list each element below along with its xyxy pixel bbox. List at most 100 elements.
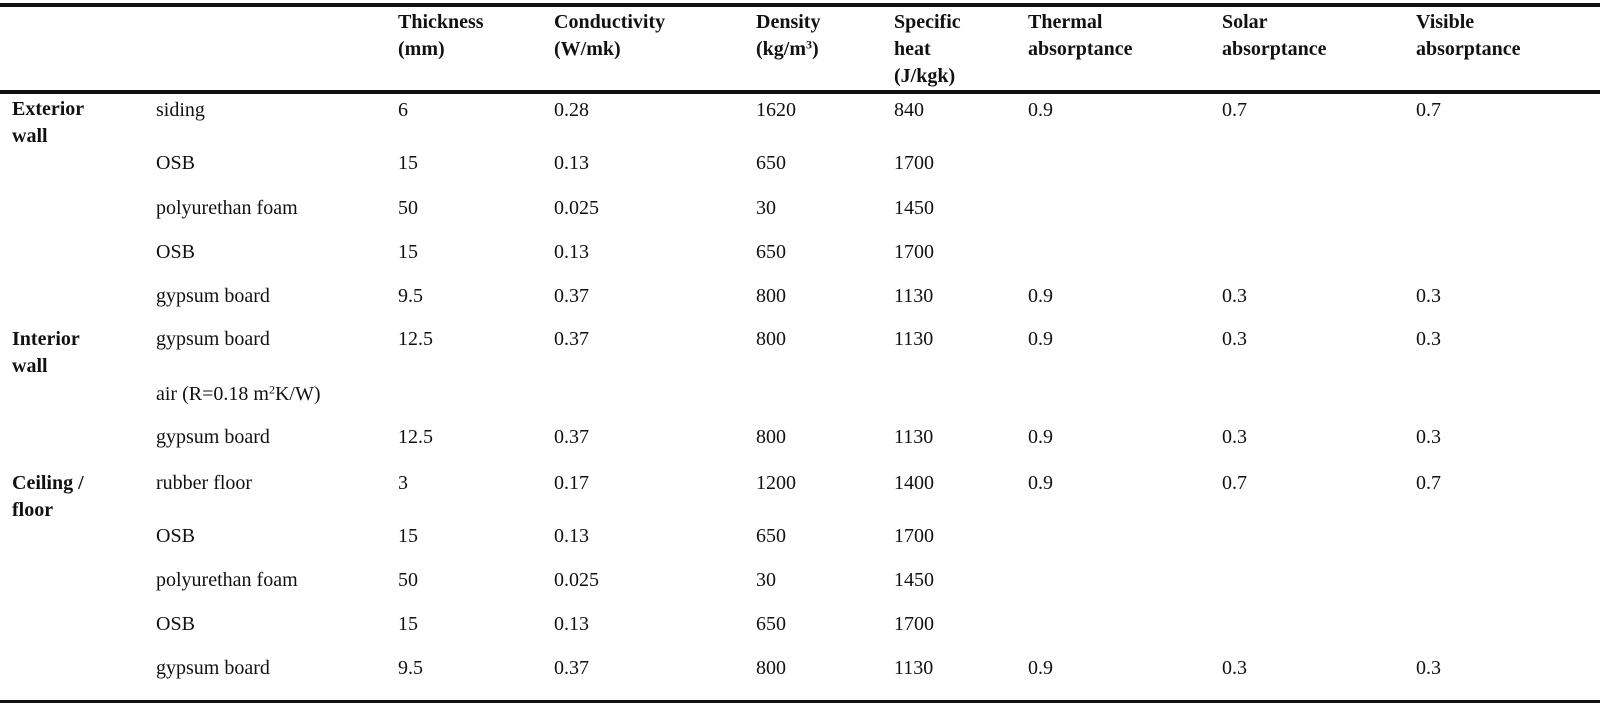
cell-density: 650: [756, 525, 786, 547]
cell-thickness: 3: [398, 472, 408, 494]
cell-conductivity: 0.37: [554, 285, 589, 307]
cell-layer: gypsum board: [156, 657, 270, 679]
cell-conductivity: 0.13: [554, 613, 589, 635]
table-row: rubber floor 3 0.17 1200 1400 0.9 0.7 0.…: [0, 468, 1600, 498]
cell-specific-heat: 1450: [894, 197, 934, 219]
cell-density: 800: [756, 285, 786, 307]
cell-visible-absorptance: 0.3: [1416, 426, 1441, 448]
cell-thickness: 9.5: [398, 657, 423, 679]
header-density: Density (kg/m3): [756, 11, 821, 60]
cell-layer: rubber floor: [156, 472, 253, 494]
cell-density: 1620: [756, 99, 796, 121]
table-row: OSB 15 0.13 650 1700: [0, 148, 1600, 178]
cell-thickness: 15: [398, 241, 418, 263]
cell-density: 1200: [756, 472, 796, 494]
cell-thickness: 50: [398, 569, 418, 591]
cell-solar-absorptance: 0.3: [1222, 426, 1247, 448]
header-rule: [0, 90, 1600, 94]
table-top-rule: [0, 3, 1600, 7]
header-conductivity: Conductivity (W/mk): [554, 11, 666, 60]
cell-layer: OSB: [156, 613, 195, 635]
cell-specific-heat: 1450: [894, 569, 934, 591]
cell-layer: siding: [156, 99, 205, 121]
cell-layer: air (R=0.18 m2K/W): [156, 382, 321, 405]
cell-visible-absorptance: 0.3: [1416, 328, 1441, 350]
cell-specific-heat: 1130: [894, 328, 934, 350]
table-row: OSB 15 0.13 650 1700: [0, 237, 1600, 267]
header-specific-heat: Specific heat (J/kgk): [894, 11, 961, 87]
cell-thickness: 15: [398, 613, 418, 635]
cell-thermal-absorptance: 0.9: [1028, 285, 1053, 307]
cell-conductivity: 0.13: [554, 525, 589, 547]
cell-thickness: 9.5: [398, 285, 423, 307]
group-label-exterior-wall: Exterior wall: [12, 98, 85, 147]
table-row: OSB 15 0.13 650 1700: [0, 521, 1600, 551]
cell-density: 30: [756, 569, 776, 591]
cell-conductivity: 0.37: [554, 426, 589, 448]
cell-thermal-absorptance: 0.9: [1028, 328, 1053, 350]
cell-layer: OSB: [156, 241, 195, 263]
cell-specific-heat: 1700: [894, 241, 934, 263]
table-row: siding 6 0.28 1620 840 0.9 0.7 0.7: [0, 95, 1600, 125]
table-row: polyurethan foam 50 0.025 30 1450: [0, 565, 1600, 595]
header-thickness: Thickness (mm): [398, 11, 484, 60]
cell-thickness: 15: [398, 152, 418, 174]
cell-density: 650: [756, 613, 786, 635]
cell-layer: OSB: [156, 152, 195, 174]
cell-thermal-absorptance: 0.9: [1028, 657, 1053, 679]
cell-conductivity: 0.17: [554, 472, 589, 494]
cell-solar-absorptance: 0.3: [1222, 328, 1247, 350]
cell-specific-heat: 1700: [894, 613, 934, 635]
cell-density: 30: [756, 197, 776, 219]
cell-layer: polyurethan foam: [156, 569, 298, 591]
group-label-interior-wall: Interior wall: [12, 328, 80, 377]
cell-solar-absorptance: 0.7: [1222, 99, 1247, 121]
cell-layer: OSB: [156, 525, 195, 547]
cell-density: 650: [756, 241, 786, 263]
cell-specific-heat: 1130: [894, 426, 934, 448]
table-row: OSB 15 0.13 650 1700: [0, 609, 1600, 639]
cell-layer: gypsum board: [156, 285, 270, 307]
cell-conductivity: 0.28: [554, 99, 589, 121]
cell-layer: gypsum board: [156, 426, 270, 448]
cell-thermal-absorptance: 0.9: [1028, 99, 1053, 121]
cell-density: 800: [756, 426, 786, 448]
header-thermal-absorptance: Thermal absorptance: [1028, 11, 1133, 60]
cell-thickness: 12.5: [398, 328, 433, 350]
cell-layer: polyurethan foam: [156, 197, 298, 219]
cell-specific-heat: 1130: [894, 657, 934, 679]
cell-thermal-absorptance: 0.9: [1028, 472, 1053, 494]
table-row: gypsum board 12.5 0.37 800 1130 0.9 0.3 …: [0, 422, 1600, 452]
cell-density: 650: [756, 152, 786, 174]
header-solar-absorptance: Solar absorptance: [1222, 11, 1327, 60]
cell-visible-absorptance: 0.3: [1416, 285, 1441, 307]
cell-thickness: 12.5: [398, 426, 433, 448]
cell-thickness: 6: [398, 99, 408, 121]
table-row: gypsum board 12.5 0.37 800 1130 0.9 0.3 …: [0, 324, 1600, 354]
group-label-ceiling-floor: Ceiling / floor: [12, 472, 84, 521]
cell-solar-absorptance: 0.3: [1222, 657, 1247, 679]
table-row: polyurethan foam 50 0.025 30 1450: [0, 193, 1600, 223]
cell-thickness: 50: [398, 197, 418, 219]
cell-specific-heat: 1700: [894, 525, 934, 547]
table-row: gypsum board 9.5 0.37 800 1130 0.9 0.3 0…: [0, 281, 1600, 311]
cell-thickness: 15: [398, 525, 418, 547]
cell-conductivity: 0.37: [554, 657, 589, 679]
table-bottom-rule: [0, 700, 1600, 703]
cell-density: 800: [756, 328, 786, 350]
cell-conductivity: 0.025: [554, 197, 599, 219]
cell-solar-absorptance: 0.3: [1222, 285, 1247, 307]
cell-conductivity: 0.13: [554, 152, 589, 174]
cell-solar-absorptance: 0.7: [1222, 472, 1247, 494]
header-visible-absorptance: Visible absorptance: [1416, 11, 1521, 60]
cell-conductivity: 0.13: [554, 241, 589, 263]
table-row: air (R=0.18 m2K/W): [0, 379, 1600, 409]
cell-specific-heat: 1130: [894, 285, 934, 307]
table-row: gypsum board 9.5 0.37 800 1130 0.9 0.3 0…: [0, 653, 1600, 683]
cell-specific-heat: 1700: [894, 152, 934, 174]
cell-visible-absorptance: 0.7: [1416, 99, 1441, 121]
cell-specific-heat: 1400: [894, 472, 934, 494]
cell-thermal-absorptance: 0.9: [1028, 426, 1053, 448]
cell-visible-absorptance: 0.7: [1416, 472, 1441, 494]
cell-visible-absorptance: 0.3: [1416, 657, 1441, 679]
